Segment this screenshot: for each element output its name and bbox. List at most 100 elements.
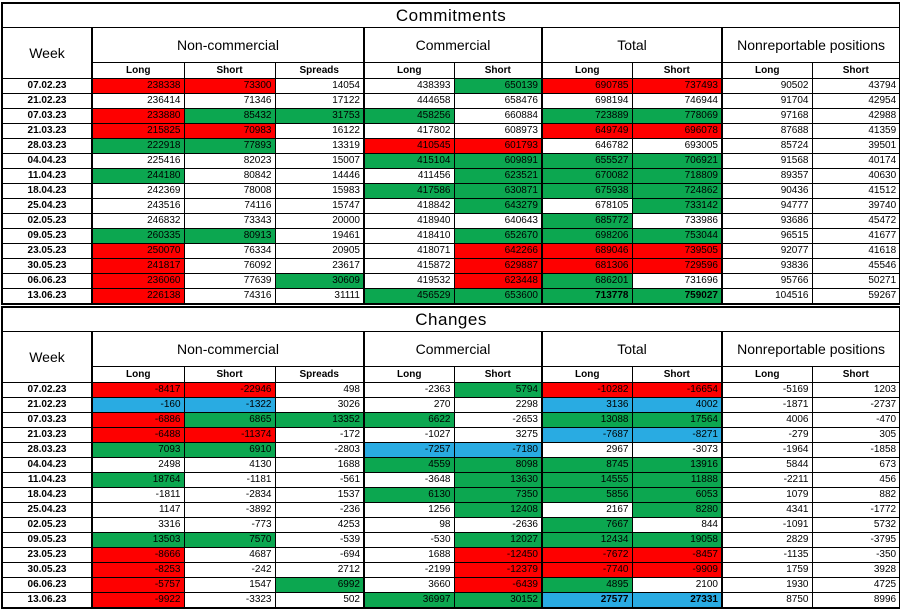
total-long-cell: 2167 xyxy=(541,502,633,518)
total-short-cell: 778069 xyxy=(631,108,723,124)
nc-spreads-cell: 23617 xyxy=(274,258,365,274)
comm-short-cell: 650139 xyxy=(453,78,543,94)
comm-long-cell: -2199 xyxy=(363,562,455,578)
nonrep-long-cell: 91704 xyxy=(721,93,813,109)
table-row: 07.03.23 -6886 6865 13352 6622 -2653 13088 1756… xyxy=(1,412,900,428)
nonrep-short-cell: -470 xyxy=(811,412,900,428)
total-short-cell: 6053 xyxy=(631,487,723,503)
total-long-cell: 690785 xyxy=(541,78,633,94)
col-header-nc-long: Long xyxy=(91,366,185,383)
group-header-commercial: Commercial xyxy=(363,27,543,63)
nc-short-cell: -773 xyxy=(183,517,276,533)
nc-long-cell: -160 xyxy=(91,397,185,413)
col-header-comm-short: Short xyxy=(453,62,543,79)
week-cell: 21.03.23 xyxy=(1,427,93,443)
changes-table: Changes Week Non-commercial Commercial Total… xyxy=(1,306,900,609)
total-short-cell: 27331 xyxy=(631,592,723,609)
comm-long-cell: 456529 xyxy=(363,288,455,305)
nc-short-cell: 80842 xyxy=(183,168,276,184)
total-short-cell: 733142 xyxy=(631,198,723,214)
comm-long-cell: -7257 xyxy=(363,442,455,458)
total-short-cell: 706921 xyxy=(631,153,723,169)
week-cell: 30.05.23 xyxy=(1,562,93,578)
total-short-cell: 729596 xyxy=(631,258,723,274)
nc-short-cell: 73300 xyxy=(183,78,276,94)
total-short-cell: 753044 xyxy=(631,228,723,244)
nc-spreads-cell: -2803 xyxy=(274,442,365,458)
table-row: 23.05.23 -8666 4687 -694 1688 -12450 -7672 -845… xyxy=(1,547,900,563)
nonrep-long-cell: -1135 xyxy=(721,547,813,563)
total-long-cell: 685772 xyxy=(541,213,633,229)
table-row: 04.04.23 225416 82023 15007 415104 609891 6555… xyxy=(1,153,900,169)
col-header-comm-long: Long xyxy=(363,366,455,383)
comm-short-cell: 8098 xyxy=(453,457,543,473)
table-row: 06.06.23 236060 77639 30609 419532 623448 6862… xyxy=(1,273,900,289)
nc-short-cell: 6910 xyxy=(183,442,276,458)
week-cell: 25.04.23 xyxy=(1,198,93,214)
comm-long-cell: 415872 xyxy=(363,258,455,274)
comm-long-cell: 419532 xyxy=(363,273,455,289)
week-cell: 02.05.23 xyxy=(1,517,93,533)
nc-spreads-cell: 13352 xyxy=(274,412,365,428)
nonrep-short-cell: -1772 xyxy=(811,502,900,518)
total-short-cell: 696078 xyxy=(631,123,723,139)
nc-long-cell: 250070 xyxy=(91,243,185,259)
nonrep-long-cell: 97168 xyxy=(721,108,813,124)
week-cell: 21.03.23 xyxy=(1,123,93,139)
col-header-comm-long: Long xyxy=(363,62,455,79)
table-row: 18.04.23 -1811 -2834 1537 6130 7350 5856 6053 10… xyxy=(1,487,900,503)
nc-long-cell: 241817 xyxy=(91,258,185,274)
nc-long-cell: 246832 xyxy=(91,213,185,229)
comm-short-cell: 629887 xyxy=(453,258,543,274)
section-title-changes: Changes xyxy=(1,306,900,332)
comm-long-cell: 458256 xyxy=(363,108,455,124)
comm-short-cell: 658476 xyxy=(453,93,543,109)
table-row: 18.04.23 242369 78008 15983 417586 630871 6759… xyxy=(1,183,900,199)
table-row: 23.05.23 250070 76334 20905 418071 642266 6890… xyxy=(1,243,900,259)
nonrep-short-cell: 43794 xyxy=(811,78,900,94)
comm-long-cell: 418842 xyxy=(363,198,455,214)
comm-short-cell: -6439 xyxy=(453,577,543,593)
nonrep-long-cell: 96515 xyxy=(721,228,813,244)
nc-short-cell: 70983 xyxy=(183,123,276,139)
nonrep-long-cell: -1871 xyxy=(721,397,813,413)
week-cell: 11.04.23 xyxy=(1,472,93,488)
table-row: 09.05.23 13503 7570 -539 -530 12027 12434 19058… xyxy=(1,532,900,548)
total-long-cell: 4895 xyxy=(541,577,633,593)
nc-short-cell: -11374 xyxy=(183,427,276,443)
nc-spreads-cell: 4253 xyxy=(274,517,365,533)
nonrep-long-cell: -2211 xyxy=(721,472,813,488)
col-header-nc-spreads: Spreads xyxy=(274,62,365,79)
nc-short-cell: 7570 xyxy=(183,532,276,548)
total-long-cell: 678105 xyxy=(541,198,633,214)
total-short-cell: 759027 xyxy=(631,288,723,305)
nonrep-long-cell: 5844 xyxy=(721,457,813,473)
total-short-cell: -8271 xyxy=(631,427,723,443)
nonrep-short-cell: 5732 xyxy=(811,517,900,533)
comm-short-cell: 623448 xyxy=(453,273,543,289)
comm-short-cell: -2636 xyxy=(453,517,543,533)
total-long-cell: 698194 xyxy=(541,93,633,109)
nc-spreads-cell: 14446 xyxy=(274,168,365,184)
total-short-cell: 746944 xyxy=(631,93,723,109)
nonrep-short-cell: 45546 xyxy=(811,258,900,274)
nc-spreads-cell: 13319 xyxy=(274,138,365,154)
nc-spreads-cell: 6992 xyxy=(274,577,365,593)
nc-spreads-cell: -172 xyxy=(274,427,365,443)
comm-short-cell: 601793 xyxy=(453,138,543,154)
week-cell: 28.03.23 xyxy=(1,138,93,154)
table-row: 13.06.23 -9922 -3323 502 36997 30152 27577 2733… xyxy=(1,592,900,609)
nonrep-long-cell: 104516 xyxy=(721,288,813,305)
commitments-table: Commitments Week Non-commercial Commercial T… xyxy=(1,2,900,305)
nc-long-cell: 238338 xyxy=(91,78,185,94)
nonrep-short-cell: 40630 xyxy=(811,168,900,184)
comm-short-cell: 12027 xyxy=(453,532,543,548)
table-row: 11.04.23 18764 -1181 -561 -3648 13630 14555 118… xyxy=(1,472,900,488)
week-cell: 04.04.23 xyxy=(1,153,93,169)
comm-short-cell: 630871 xyxy=(453,183,543,199)
total-short-cell: 13916 xyxy=(631,457,723,473)
total-long-cell: 5856 xyxy=(541,487,633,503)
table-row: 25.04.23 243516 74116 15747 418842 643279 6781… xyxy=(1,198,900,214)
nc-short-cell: 78008 xyxy=(183,183,276,199)
nc-spreads-cell: 502 xyxy=(274,592,365,609)
